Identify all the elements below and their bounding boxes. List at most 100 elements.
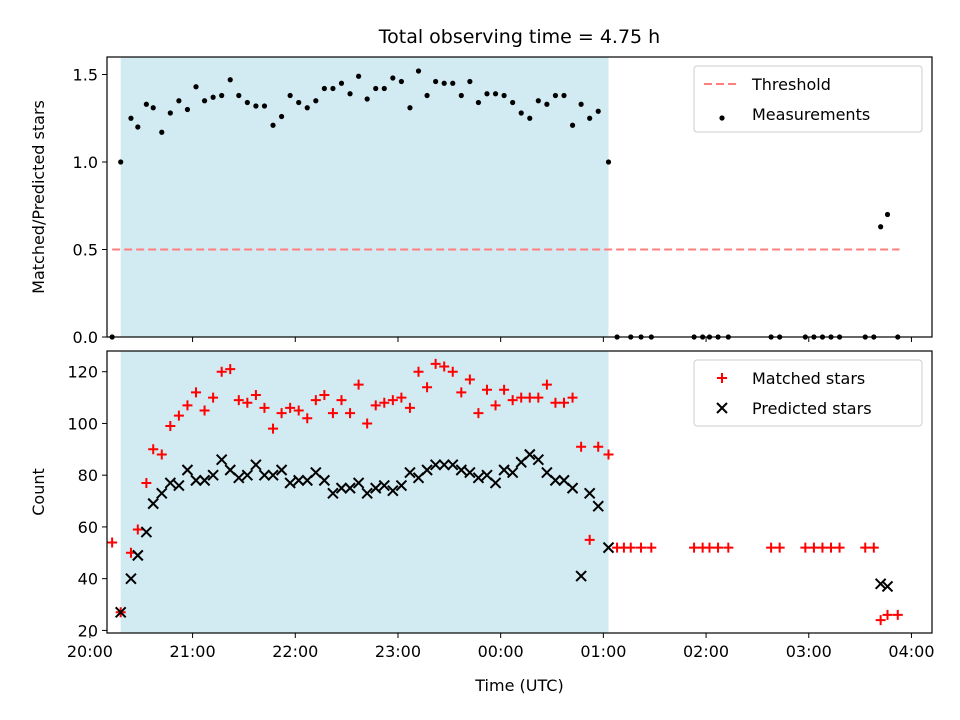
bottom-panel: 20 40 60 80 100 120 20:00 21:00 22:00 23:00 00:00 0… xyxy=(29,350,935,695)
series-matched-stars xyxy=(107,358,903,626)
measurement-point xyxy=(544,101,550,107)
axes-frame xyxy=(106,350,933,634)
measurement-point xyxy=(159,129,165,135)
matched-star-point xyxy=(875,615,886,626)
predicted-star-point xyxy=(275,464,288,476)
predicted-star-point xyxy=(472,472,485,484)
matched-star-point xyxy=(464,374,475,385)
predicted-star-point xyxy=(874,578,887,590)
measurement-point xyxy=(552,92,559,99)
y-axis-label: Count xyxy=(29,468,48,516)
predicted-star-point xyxy=(114,606,127,619)
legend-box xyxy=(693,359,923,427)
measurement-point xyxy=(407,105,413,111)
y-tick-label: 60 xyxy=(78,518,98,537)
measurement-point xyxy=(501,92,507,99)
predicted-star-point xyxy=(583,487,596,500)
measurement-point xyxy=(510,99,516,106)
predicted-star-point xyxy=(404,466,416,479)
y-tick-label: 40 xyxy=(78,570,98,589)
predicted-star-point xyxy=(395,479,408,492)
measurement-point xyxy=(270,122,276,128)
predicted-star-point xyxy=(524,448,536,461)
measurement-point xyxy=(304,105,310,111)
matched-star-point xyxy=(625,542,636,553)
legend: Matched stars Predicted stars xyxy=(693,359,923,427)
matched-star-point xyxy=(387,395,398,406)
measurement-point xyxy=(424,92,430,99)
matched-star-point xyxy=(516,392,527,403)
measurement-point xyxy=(492,91,499,97)
matched-star-point xyxy=(704,542,715,553)
matched-star-point xyxy=(276,408,287,419)
predicted-star-point xyxy=(132,549,144,562)
series-predicted-stars xyxy=(114,448,894,619)
predicted-star-point xyxy=(207,469,219,481)
matched-star-point xyxy=(567,392,578,403)
y-tick-label: 0.5 xyxy=(73,241,98,260)
matched-star-point xyxy=(524,392,535,403)
measurement-point xyxy=(219,92,225,99)
matched-star-point xyxy=(447,366,458,377)
measurement-point xyxy=(884,211,891,218)
matched-star-point xyxy=(584,534,595,545)
measurement-point xyxy=(330,85,336,92)
matched-star-point xyxy=(713,542,724,553)
measurement-point xyxy=(458,92,464,99)
measurement-point xyxy=(253,103,259,109)
predicted-star-point xyxy=(156,487,168,500)
top-panel: 0.0 0.5 1.0 1.5 Total observing time = 4.75 … xyxy=(29,26,933,347)
measurement-point xyxy=(296,99,302,106)
matched-star-point xyxy=(413,366,424,377)
predicted-star-point xyxy=(429,459,442,471)
matched-star-point xyxy=(593,441,604,452)
predicted-star-point xyxy=(125,572,137,585)
matched-star-point xyxy=(148,444,159,455)
matched-star-point xyxy=(533,392,544,403)
matched-star-point xyxy=(310,395,321,406)
y-tick-label: 100 xyxy=(67,414,98,433)
measurement-point xyxy=(518,110,524,116)
measurement-point xyxy=(150,105,156,111)
predicted-star-point xyxy=(233,472,245,484)
legend-label: Predicted stars xyxy=(752,399,872,418)
predicted-star-point xyxy=(592,500,604,512)
chart-title: Total observing time = 4.75 h xyxy=(378,26,660,48)
legend: Threshold Measurements xyxy=(693,65,923,133)
matched-star-point xyxy=(559,397,570,408)
matched-star-point xyxy=(576,441,587,452)
matched-star-point xyxy=(646,542,657,553)
matched-star-point xyxy=(319,389,330,400)
predicted-star-point xyxy=(489,477,502,489)
predicted-star-point xyxy=(421,464,433,476)
measurement-point xyxy=(578,101,584,107)
matched-star-point xyxy=(216,366,227,377)
measurement-point xyxy=(561,92,567,99)
x-tick-label: 23:00 xyxy=(375,642,421,661)
predicted-star-point xyxy=(881,580,894,593)
predicted-star-point xyxy=(566,482,579,494)
predicted-star-point xyxy=(455,464,468,476)
matched-star-point xyxy=(766,542,777,553)
measurement-point xyxy=(313,98,319,104)
matched-star-point xyxy=(817,542,828,553)
predicted-star-point xyxy=(173,479,185,492)
measurement-point xyxy=(347,91,353,97)
measurement-point xyxy=(176,98,182,104)
matched-star-point xyxy=(242,397,253,408)
predicted-star-point xyxy=(602,541,615,554)
matched-star-point xyxy=(541,379,552,390)
measurement-point xyxy=(244,99,250,106)
matched-star-point xyxy=(603,449,614,460)
matched-star-point xyxy=(422,382,433,393)
measurement-point xyxy=(201,98,208,104)
matched-star-point xyxy=(439,361,450,372)
measurement-point xyxy=(227,77,233,83)
measurement-point xyxy=(193,84,199,90)
predicted-star-point xyxy=(344,482,356,494)
matched-star-point xyxy=(689,542,700,553)
matched-star-point xyxy=(379,397,390,408)
measurement-point xyxy=(527,115,533,121)
matched-star-point xyxy=(132,524,143,535)
